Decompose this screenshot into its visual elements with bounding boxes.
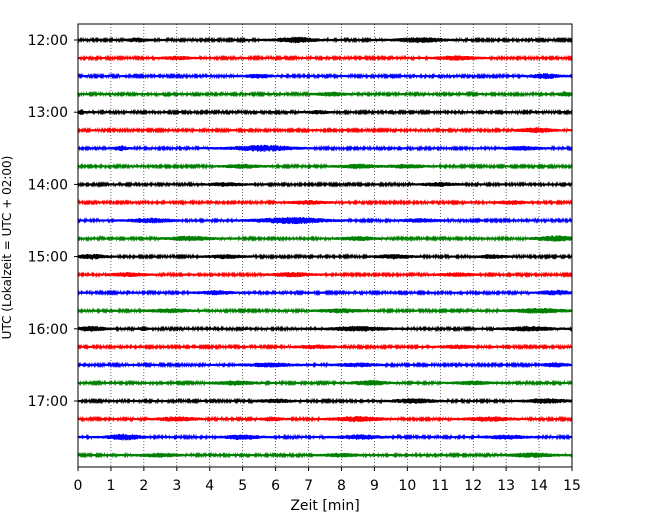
seismic-trace bbox=[77, 253, 573, 261]
seismic-trace bbox=[77, 415, 573, 423]
x-tick-label: 9 bbox=[370, 478, 379, 494]
seismic-trace bbox=[77, 199, 573, 206]
seismic-trace bbox=[77, 325, 573, 333]
seismic-trace bbox=[77, 379, 573, 387]
y-tick-label: 12:00 bbox=[28, 33, 68, 49]
seismic-trace bbox=[77, 126, 573, 134]
x-tick-label: 15 bbox=[563, 478, 581, 494]
x-tick-label: 3 bbox=[172, 478, 181, 494]
x-tick-label: 12 bbox=[464, 478, 482, 494]
seismic-trace bbox=[77, 36, 573, 44]
seismic-trace bbox=[77, 54, 573, 62]
seismic-trace bbox=[77, 361, 573, 369]
seismic-trace bbox=[77, 72, 573, 80]
x-tick-label: 7 bbox=[304, 478, 313, 494]
seismic-trace bbox=[77, 451, 573, 459]
seismic-trace bbox=[77, 307, 573, 315]
seismic-trace bbox=[77, 397, 573, 405]
seismic-trace bbox=[77, 90, 573, 98]
x-tick-label: 14 bbox=[530, 478, 548, 494]
x-tick-label: 0 bbox=[74, 478, 83, 494]
seismic-trace bbox=[77, 271, 573, 279]
x-tick-label: 5 bbox=[238, 478, 247, 494]
y-tick-label: 15:00 bbox=[28, 250, 68, 266]
x-tick-label: 1 bbox=[106, 478, 115, 494]
seismic-trace bbox=[77, 289, 573, 297]
seismic-trace bbox=[77, 144, 573, 152]
y-tick-label: 14:00 bbox=[28, 177, 68, 193]
plot-frame bbox=[77, 23, 573, 468]
y-axis-label: UTC (Lokalzeit = UTC + 02:00) bbox=[0, 156, 14, 340]
x-tick-label: 6 bbox=[271, 478, 280, 494]
grid-lines bbox=[110, 24, 540, 467]
y-tick-label: 17:00 bbox=[28, 394, 68, 410]
seismic-trace bbox=[77, 162, 573, 170]
x-tick-label: 13 bbox=[497, 478, 515, 494]
seismic-trace bbox=[77, 433, 573, 441]
seismic-trace bbox=[77, 343, 573, 351]
x-axis: 0 1 2 3 4 5 6 7 8 9 10 11 12 13 14 15 bbox=[74, 467, 581, 494]
seismic-trace bbox=[77, 181, 573, 188]
y-tick-label: 16:00 bbox=[28, 322, 68, 338]
x-axis-label: Zeit [min] bbox=[290, 498, 359, 514]
seismic-trace bbox=[77, 216, 573, 225]
seismic-trace bbox=[77, 108, 573, 116]
x-tick-label: 10 bbox=[398, 478, 416, 494]
y-axis: 12:00 13:00 14:00 15:00 16:00 17:00 bbox=[28, 33, 78, 410]
y-tick-label: 13:00 bbox=[28, 105, 68, 121]
x-tick-label: 8 bbox=[337, 478, 346, 494]
seismic-trace bbox=[77, 235, 573, 242]
x-tick-label: 2 bbox=[139, 478, 148, 494]
x-tick-label: 11 bbox=[431, 478, 449, 494]
trace-group bbox=[77, 36, 573, 459]
x-tick-label: 4 bbox=[205, 478, 214, 494]
